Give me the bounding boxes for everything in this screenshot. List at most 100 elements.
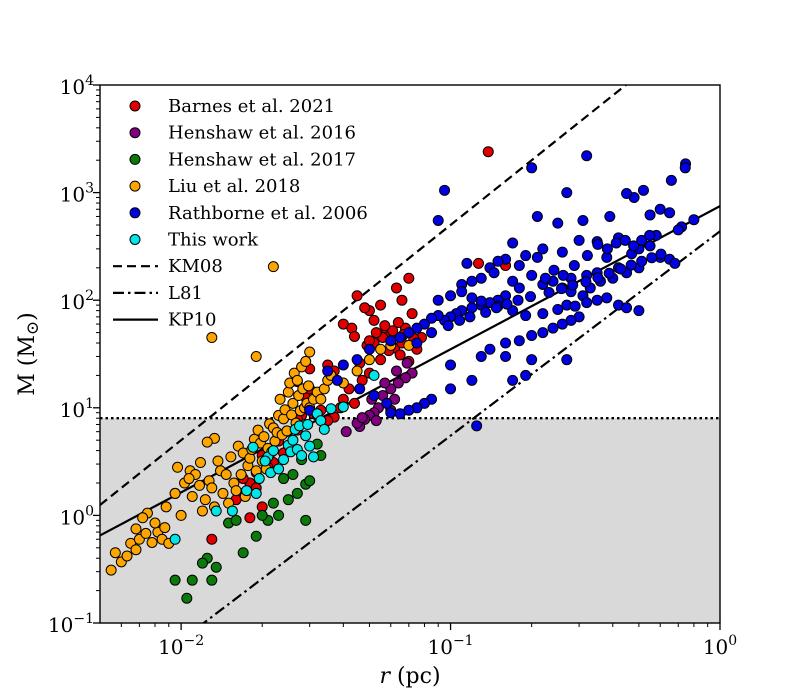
point-rathborne-et-al-2006 bbox=[644, 229, 656, 241]
point-this-work bbox=[318, 423, 330, 435]
point-rathborne-et-al-2006 bbox=[601, 243, 613, 255]
legend-label-liu-et-al-2018: Liu et al. 2018 bbox=[168, 176, 300, 197]
point-barnes-et-al-2021 bbox=[379, 320, 391, 332]
point-rathborne-et-al-2006 bbox=[331, 374, 343, 386]
point-liu-et-al-2018 bbox=[304, 346, 316, 358]
point-this-work bbox=[250, 487, 262, 499]
legend-label-kp10: KP10 bbox=[168, 310, 216, 331]
point-rathborne-et-al-2006 bbox=[500, 350, 512, 362]
x-tick-label: 10−2 bbox=[158, 633, 204, 659]
point-this-work bbox=[308, 451, 320, 463]
legend-label-this-work: This work bbox=[168, 230, 259, 251]
point-rathborne-et-al-2006 bbox=[475, 295, 487, 307]
point-rathborne-et-al-2006 bbox=[385, 335, 397, 347]
point-henshaw-et-al-2017 bbox=[210, 561, 222, 573]
point-liu-et-al-2018 bbox=[235, 468, 247, 480]
point-liu-et-al-2018 bbox=[287, 397, 299, 409]
x-axis-title: r (pc) bbox=[379, 664, 440, 689]
y-tick-label: 100 bbox=[60, 503, 94, 529]
point-rathborne-et-al-2006 bbox=[520, 250, 532, 262]
point-henshaw-et-al-2017 bbox=[291, 487, 303, 499]
point-rathborne-et-al-2006 bbox=[567, 279, 579, 291]
point-this-work bbox=[300, 430, 312, 442]
point-barnes-et-al-2021 bbox=[368, 314, 380, 326]
point-henshaw-et-al-2017 bbox=[230, 514, 242, 526]
point-rathborne-et-al-2006 bbox=[403, 327, 415, 339]
point-rathborne-et-al-2006 bbox=[520, 310, 532, 322]
point-liu-et-al-2018 bbox=[250, 350, 262, 362]
point-liu-et-al-2018 bbox=[159, 522, 171, 534]
point-rathborne-et-al-2006 bbox=[475, 350, 487, 362]
point-liu-et-al-2018 bbox=[302, 380, 314, 392]
point-barnes-et-al-2021 bbox=[359, 302, 371, 314]
point-rathborne-et-al-2006 bbox=[507, 237, 519, 249]
x-tick-label: 100 bbox=[703, 633, 737, 659]
point-liu-et-al-2018 bbox=[146, 536, 158, 548]
point-rathborne-et-al-2006 bbox=[456, 286, 468, 298]
point-rathborne-et-al-2006 bbox=[526, 329, 538, 341]
point-barnes-et-al-2021 bbox=[392, 317, 404, 329]
point-rathborne-et-al-2006 bbox=[432, 294, 444, 306]
point-rathborne-et-al-2006 bbox=[351, 354, 363, 366]
point-liu-et-al-2018 bbox=[258, 431, 270, 443]
point-henshaw-et-al-2017 bbox=[300, 514, 312, 526]
point-rathborne-et-al-2006 bbox=[492, 255, 504, 267]
point-henshaw-et-al-2016 bbox=[390, 365, 402, 377]
legend-marker-henshaw-et-al-2016 bbox=[129, 127, 141, 139]
y-tick-label: 10−1 bbox=[48, 611, 94, 637]
point-this-work bbox=[278, 454, 290, 466]
point-liu-et-al-2018 bbox=[206, 482, 218, 494]
point-liu-et-al-2018 bbox=[286, 409, 298, 421]
point-liu-et-al-2018 bbox=[172, 461, 184, 473]
point-henshaw-et-al-2016 bbox=[340, 426, 352, 438]
point-rathborne-et-al-2006 bbox=[569, 300, 581, 312]
point-this-work bbox=[267, 445, 279, 457]
point-rathborne-et-al-2006 bbox=[524, 291, 536, 303]
point-rathborne-et-al-2006 bbox=[610, 237, 622, 249]
point-rathborne-et-al-2006 bbox=[547, 322, 559, 334]
point-rathborne-et-al-2006 bbox=[581, 250, 593, 262]
point-rathborne-et-al-2006 bbox=[466, 275, 478, 287]
point-this-work bbox=[273, 463, 285, 475]
point-barnes-et-al-2021 bbox=[390, 282, 402, 294]
point-rathborne-et-al-2006 bbox=[526, 269, 538, 281]
point-liu-et-al-2018 bbox=[169, 487, 181, 499]
point-rathborne-et-al-2006 bbox=[439, 184, 451, 196]
point-barnes-et-al-2021 bbox=[348, 397, 360, 409]
point-liu-et-al-2018 bbox=[282, 386, 294, 398]
point-rathborne-et-al-2006 bbox=[561, 187, 573, 199]
y-tick-label: 101 bbox=[60, 396, 94, 422]
curve-km08 bbox=[100, 85, 628, 506]
point-rathborne-et-al-2006 bbox=[637, 184, 649, 196]
points-layer bbox=[105, 146, 700, 604]
y-tick-label: 104 bbox=[60, 73, 94, 99]
point-rathborne-et-al-2006 bbox=[445, 359, 457, 371]
point-rathborne-et-al-2006 bbox=[561, 354, 573, 366]
point-liu-et-al-2018 bbox=[160, 501, 172, 513]
point-rathborne-et-al-2006 bbox=[577, 215, 589, 227]
point-henshaw-et-al-2017 bbox=[186, 574, 198, 586]
x-tick-label: 10−1 bbox=[428, 633, 474, 659]
point-liu-et-al-2018 bbox=[315, 393, 327, 405]
legend-label-henshaw-et-al-2017: Henshaw et al. 2017 bbox=[168, 149, 356, 170]
point-liu-et-al-2018 bbox=[121, 550, 133, 562]
plot-frame bbox=[99, 84, 721, 624]
point-liu-et-al-2018 bbox=[267, 261, 279, 273]
point-rathborne-et-al-2006 bbox=[568, 260, 580, 272]
point-rathborne-et-al-2006 bbox=[581, 297, 593, 309]
point-rathborne-et-al-2006 bbox=[354, 383, 366, 395]
point-rathborne-et-al-2006 bbox=[646, 252, 658, 264]
point-rathborne-et-al-2006 bbox=[520, 369, 532, 381]
point-rathborne-et-al-2006 bbox=[552, 217, 564, 229]
point-liu-et-al-2018 bbox=[230, 485, 242, 497]
legend-marker-this-work bbox=[129, 234, 141, 245]
point-henshaw-et-al-2017 bbox=[278, 473, 290, 485]
point-rathborne-et-al-2006 bbox=[654, 203, 666, 215]
point-liu-et-al-2018 bbox=[137, 512, 149, 524]
point-henshaw-et-al-2017 bbox=[169, 574, 181, 586]
point-rathborne-et-al-2006 bbox=[543, 286, 555, 298]
point-rathborne-et-al-2006 bbox=[573, 234, 585, 246]
point-rathborne-et-al-2006 bbox=[537, 308, 549, 320]
point-rathborne-et-al-2006 bbox=[480, 306, 492, 318]
point-liu-et-al-2018 bbox=[194, 457, 206, 469]
